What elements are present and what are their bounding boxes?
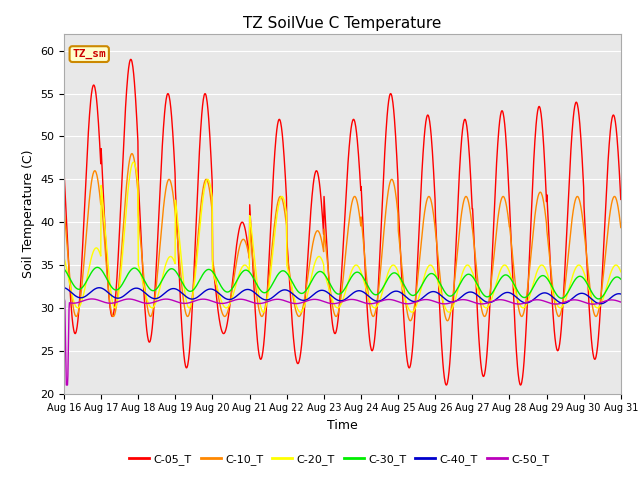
Y-axis label: Soil Temperature (C): Soil Temperature (C) — [22, 149, 35, 278]
X-axis label: Time: Time — [327, 419, 358, 432]
Legend: C-05_T, C-10_T, C-20_T, C-30_T, C-40_T, C-50_T: C-05_T, C-10_T, C-20_T, C-30_T, C-40_T, … — [125, 450, 554, 469]
Title: TZ SoilVue C Temperature: TZ SoilVue C Temperature — [243, 16, 442, 31]
Text: TZ_sm: TZ_sm — [72, 49, 106, 59]
